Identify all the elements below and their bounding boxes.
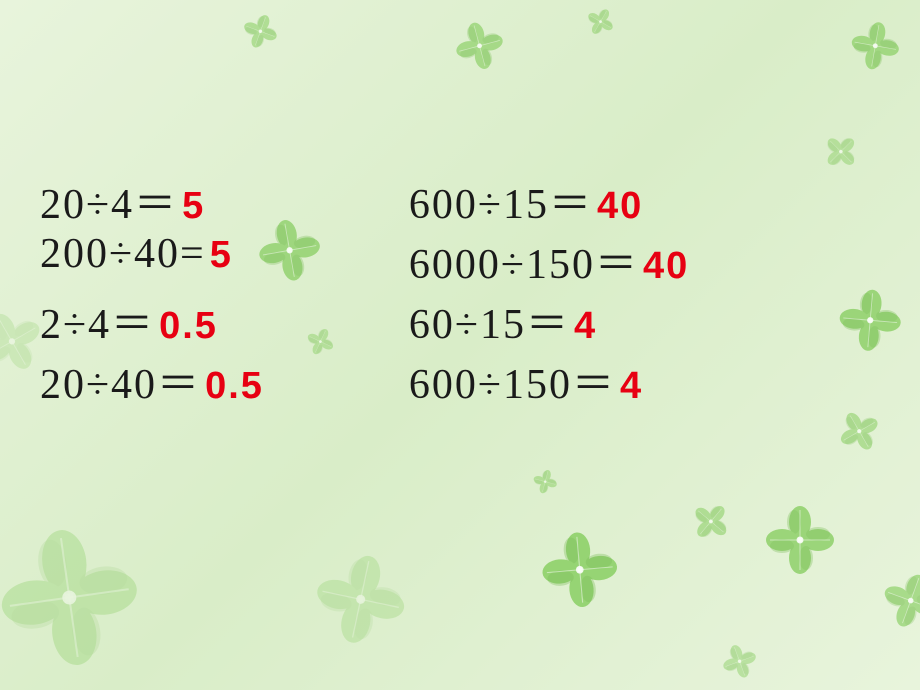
clover-icon bbox=[842, 13, 907, 81]
answer-text: 40 bbox=[597, 185, 643, 228]
clover-icon bbox=[532, 522, 628, 623]
clover-icon bbox=[811, 123, 869, 181]
clover-icon bbox=[678, 490, 742, 554]
equation-row: 600÷150＝ 4 bbox=[409, 350, 689, 410]
equation-text: 6000÷150＝ bbox=[409, 230, 639, 291]
clover-icon bbox=[445, 12, 514, 84]
column-right: 600÷15＝ 40 6000÷150＝ 40 60÷15＝ 4 600÷150… bbox=[409, 170, 689, 410]
equation-text: 2÷4＝ bbox=[40, 290, 155, 351]
clover-icon bbox=[298, 538, 423, 668]
answer-text: 4 bbox=[574, 305, 597, 348]
equations-content: 20÷4＝ 5 200÷40= 5 2÷4＝ 0.5 20÷40＝ 0.5 60… bbox=[40, 170, 689, 410]
equation-row: 2÷4＝ 0.5 bbox=[40, 290, 264, 350]
clover-icon bbox=[826, 398, 893, 466]
clover-icon bbox=[831, 281, 909, 363]
equation-row: 6000÷150＝ 40 bbox=[409, 230, 689, 290]
answer-text: 4 bbox=[620, 365, 643, 408]
equation-row: 600÷15＝ 40 bbox=[409, 170, 689, 230]
equation-row: 60÷15＝ 4 bbox=[409, 290, 689, 350]
clover-icon bbox=[578, 0, 623, 45]
equation-text: 20÷4＝ bbox=[40, 170, 178, 231]
equation-text: 600÷15＝ bbox=[409, 170, 593, 231]
clover-icon bbox=[528, 465, 563, 501]
answer-text: 0.5 bbox=[159, 305, 218, 348]
equation-row: 20÷4＝ 5 bbox=[40, 170, 264, 230]
equation-text: 20÷40＝ bbox=[40, 350, 201, 411]
answer-text: 0.5 bbox=[205, 365, 264, 408]
equation-text: 200÷40= bbox=[40, 230, 206, 278]
column-left: 20÷4＝ 5 200÷40= 5 2÷4＝ 0.5 20÷40＝ 0.5 bbox=[40, 170, 264, 410]
answer-text: 5 bbox=[210, 234, 233, 277]
clover-icon bbox=[234, 6, 286, 60]
equation-text: 600÷150＝ bbox=[409, 350, 616, 411]
clover-icon bbox=[760, 500, 840, 585]
clover-icon bbox=[0, 507, 161, 690]
equation-text: 60÷15＝ bbox=[409, 290, 570, 351]
clover-icon bbox=[714, 636, 766, 690]
equation-row: 200÷40= 5 bbox=[40, 230, 264, 290]
answer-text: 40 bbox=[643, 245, 689, 288]
equation-row: 20÷40＝ 0.5 bbox=[40, 350, 264, 410]
answer-text: 5 bbox=[182, 185, 205, 228]
clover-icon bbox=[868, 560, 920, 646]
